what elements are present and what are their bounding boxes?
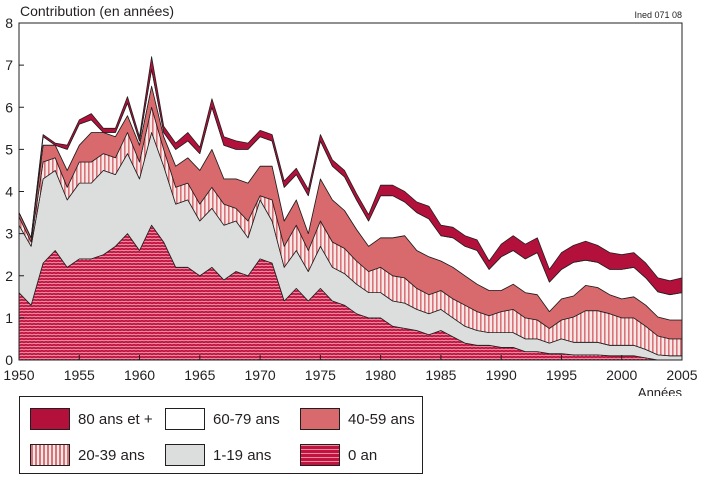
x-axis-label: Années [638, 385, 683, 396]
y-tick-label: 8 [5, 15, 13, 31]
legend-item-40-59: 40-59 ans [300, 407, 415, 431]
legend-item-20-39: 20-39 ans [30, 443, 145, 467]
x-tick-label: 1990 [486, 367, 517, 383]
x-tick-label: 1970 [245, 367, 276, 383]
legend-swatch [30, 444, 70, 466]
legend-label: 0 an [348, 446, 378, 464]
legend-item-0an: 0 an [300, 443, 377, 467]
y-axis-label: Contribution (en années) [20, 3, 174, 19]
legend-swatch [165, 408, 205, 430]
y-tick-label: 4 [5, 184, 13, 200]
legend-item-60-79: 60-79 ans [165, 407, 280, 431]
x-tick-label: 2000 [606, 367, 637, 383]
legend-swatch [300, 444, 340, 466]
y-tick-label: 7 [5, 57, 13, 73]
x-tick-label: 1985 [425, 367, 456, 383]
x-tick-label: 1980 [365, 367, 396, 383]
x-tick-label: 1950 [3, 367, 34, 383]
legend-label: 1-19 ans [213, 446, 272, 464]
legend-swatch [165, 444, 205, 466]
x-tick-label: 1960 [124, 367, 155, 383]
y-tick-label: 5 [5, 141, 13, 157]
x-tick-label: 2005 [666, 367, 697, 383]
y-tick-label: 6 [5, 99, 13, 115]
legend-label: 20-39 ans [78, 446, 145, 464]
source-note: Ined 071 08 [634, 10, 682, 20]
legend-item-1-19: 1-19 ans [165, 443, 271, 467]
legend-label: 40-59 ans [348, 410, 415, 428]
y-tick-label: 2 [5, 268, 13, 284]
x-tick-label: 1975 [305, 367, 336, 383]
legend-label: 80 ans et + [78, 410, 153, 428]
legend-item-80plus: 80 ans et + [30, 407, 153, 431]
legend-label: 60-79 ans [213, 410, 280, 428]
legend-swatch [30, 408, 70, 430]
x-tick-label: 1995 [546, 367, 577, 383]
x-tick-label: 1965 [184, 367, 215, 383]
stacked-area-chart: Contribution (en années) Ined 071 08 Ann… [3, 3, 697, 396]
y-tick-label: 0 [5, 352, 13, 368]
y-tick-label: 3 [5, 226, 13, 242]
legend-swatch [300, 408, 340, 430]
legend: 80 ans et + 60-79 ans 40-59 ans 20-39 ans 1-… [19, 396, 423, 474]
y-tick-label: 1 [5, 310, 13, 326]
x-tick-label: 1955 [64, 367, 95, 383]
